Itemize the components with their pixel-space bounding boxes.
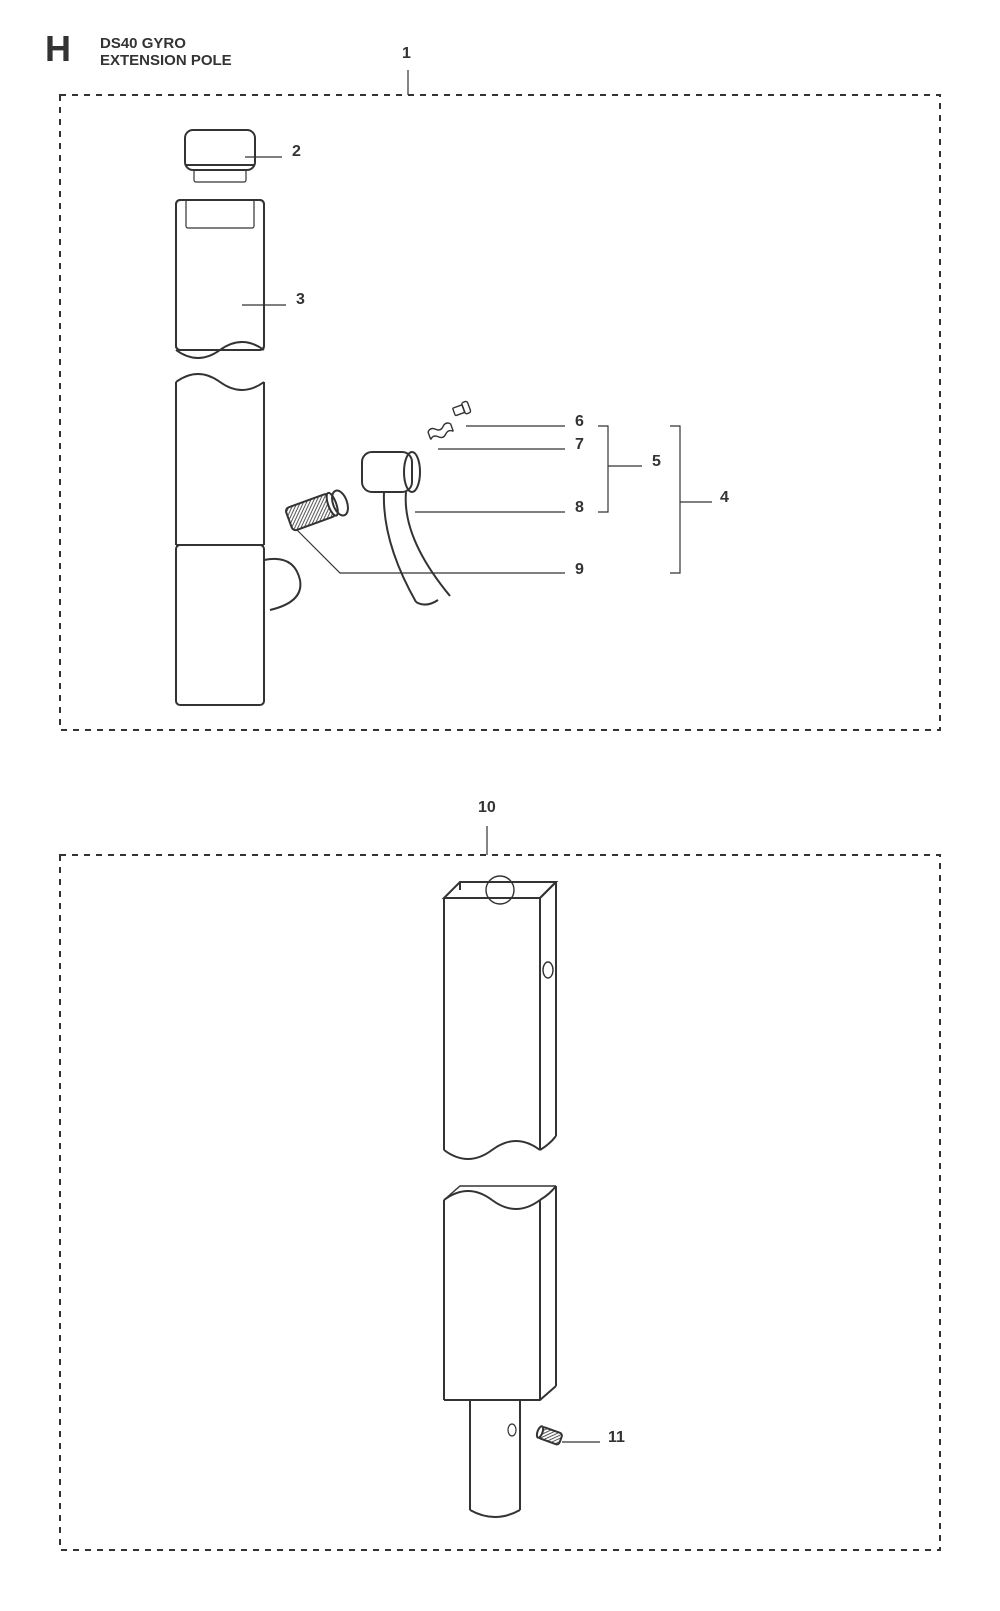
callout-7: 7 <box>575 436 584 454</box>
group-frame <box>60 95 940 730</box>
callout-3: 3 <box>296 291 305 309</box>
callout-10: 10 <box>478 799 496 817</box>
group-frame <box>60 855 940 1550</box>
callout-bracket <box>598 426 642 512</box>
diagram-svg <box>0 0 1000 1611</box>
callout-2: 2 <box>292 143 301 161</box>
callout-6: 6 <box>575 413 584 431</box>
callout-11: 11 <box>608 1429 625 1447</box>
callout-bracket <box>670 426 712 573</box>
callout-8: 8 <box>575 499 584 517</box>
callout-9: 9 <box>575 561 584 579</box>
callout-4: 4 <box>720 489 729 507</box>
callout-1: 1 <box>402 45 411 63</box>
callout-5: 5 <box>652 453 661 471</box>
page: H DS40 GYRO EXTENSION POLE <box>0 0 1000 1611</box>
callout-leader <box>297 530 565 573</box>
